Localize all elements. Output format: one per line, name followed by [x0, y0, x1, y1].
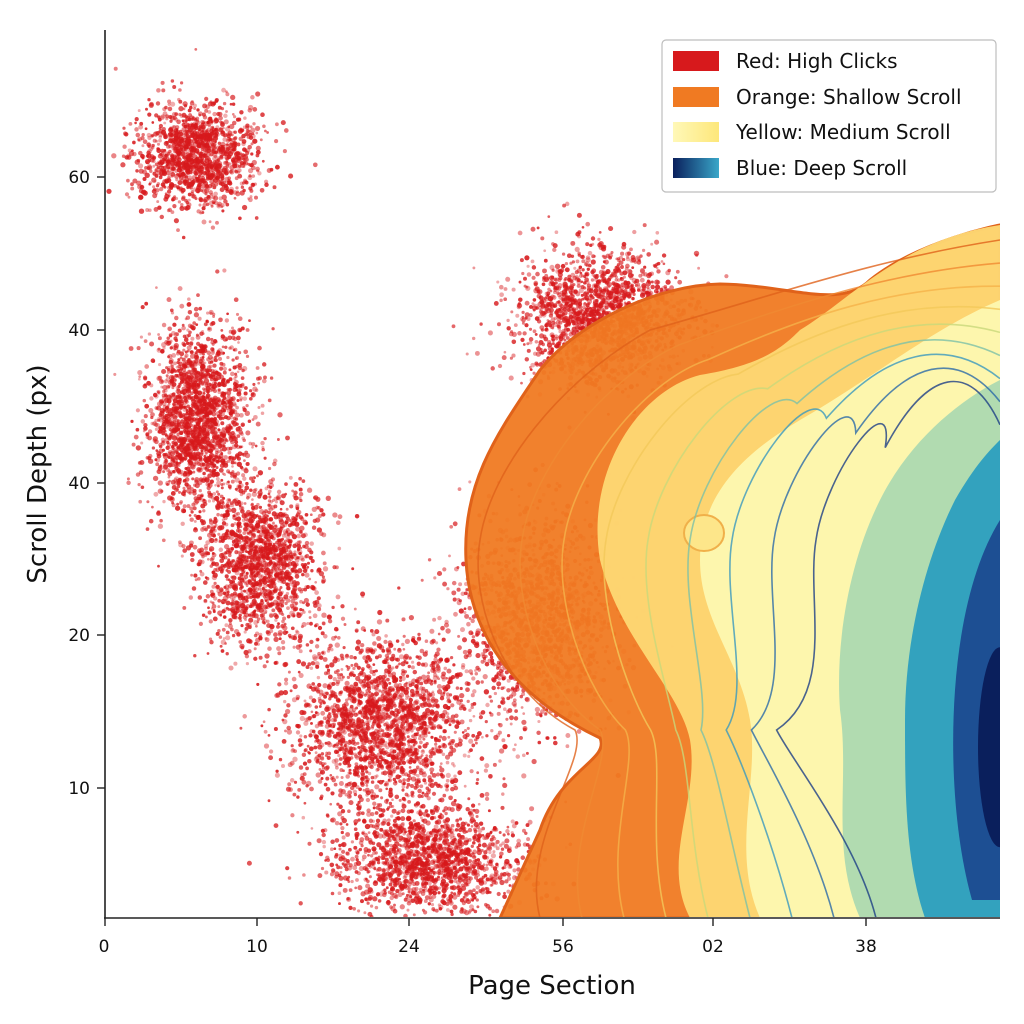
- x-tick-label: 10: [246, 937, 268, 957]
- contour-lines: [477, 239, 1000, 917]
- legend-swatch-yellow: [673, 122, 719, 142]
- contour-line: [561, 285, 1000, 917]
- legend-label: Yellow: Medium Scroll: [735, 120, 951, 144]
- legend: Red: High Clicks Orange: Shallow Scroll …: [661, 39, 997, 193]
- plot-area: [106, 48, 1000, 917]
- x-tick-label: 56: [552, 937, 574, 957]
- contour-line: [519, 262, 1000, 917]
- red-click-cluster: [239, 567, 543, 866]
- y-axis-title: Scroll Depth (px): [23, 364, 53, 583]
- y-tick-label: 60: [68, 168, 90, 188]
- x-tick: 10: [246, 918, 268, 957]
- y-tick: 20: [68, 626, 105, 646]
- blue-scroll-region: [839, 380, 1000, 917]
- y-tick: 60: [68, 168, 105, 188]
- contour-line: [725, 353, 1000, 917]
- x-tick-label: 38: [855, 937, 877, 957]
- x-tick-label: 02: [702, 937, 724, 957]
- y-tick-label: 20: [68, 626, 90, 646]
- y-tick: 40: [68, 474, 105, 494]
- contour-line: [645, 323, 1000, 917]
- red-click-cluster: [106, 48, 318, 240]
- legend-entry: Red: High Clicks: [673, 49, 898, 73]
- contour-line: [750, 367, 1000, 917]
- legend-entry: Orange: Shallow Scroll: [673, 85, 962, 109]
- y-axis-ticks: 10 20 40 40 60: [68, 168, 105, 799]
- contour-line: [477, 239, 1000, 917]
- red-click-cluster: [157, 428, 365, 732]
- y-tick-label: 40: [68, 474, 90, 494]
- legend-swatch-red: [673, 51, 719, 71]
- legend-label: Red: High Clicks: [736, 49, 898, 73]
- legend-label: Orange: Shallow Scroll: [736, 85, 962, 109]
- x-tick-label: 0: [99, 937, 110, 957]
- y-tick-label: 40: [68, 321, 90, 341]
- x-tick: 56: [552, 918, 574, 957]
- legend-swatch-blue: [673, 158, 719, 178]
- y-tick: 10: [68, 779, 105, 799]
- x-tick: 38: [855, 918, 877, 957]
- x-axis-ticks: 0 10 24 56 02 38: [99, 918, 877, 957]
- legend-swatch-orange: [673, 87, 719, 107]
- x-axis-title: Page Section: [468, 971, 636, 1001]
- y-tick-label: 10: [68, 779, 90, 799]
- legend-frame: [661, 39, 997, 193]
- y-tick: 40: [68, 321, 105, 341]
- contour-line: [603, 305, 1000, 917]
- red-click-cluster: [246, 752, 577, 917]
- red-click-cluster: [113, 268, 283, 568]
- deep-scroll-peak: [978, 647, 1000, 848]
- contour-line: [687, 339, 1000, 917]
- x-tick-label: 24: [398, 937, 420, 957]
- contour-line: [775, 380, 1000, 917]
- legend-label: Blue: Deep Scroll: [736, 156, 907, 180]
- legend-entry: Blue: Deep Scroll: [673, 156, 907, 180]
- x-tick: 0: [99, 918, 110, 957]
- legend-entry: Yellow: Medium Scroll: [673, 120, 951, 144]
- x-tick: 02: [702, 918, 724, 957]
- x-tick: 24: [398, 918, 420, 957]
